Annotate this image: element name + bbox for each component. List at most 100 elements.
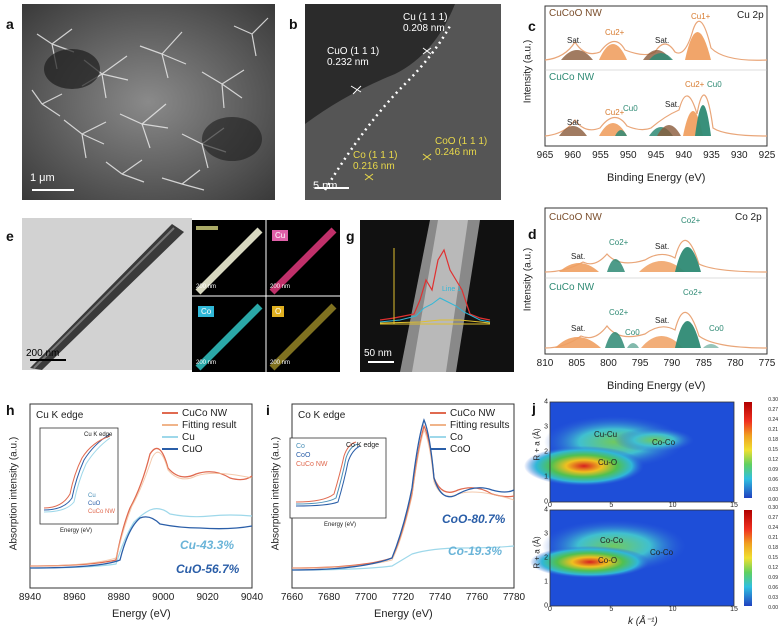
tick-label: 0.18 xyxy=(768,545,778,551)
x-axis-label: Energy (eV) xyxy=(112,608,171,620)
y-axis-label: Absorption intensity (a.u.) xyxy=(8,436,20,551)
tick-label: 5 xyxy=(609,606,614,613)
scale-bar-label: 1 μm xyxy=(30,172,55,184)
sem-image: 1 μm xyxy=(22,4,275,200)
tick-label: 0 xyxy=(548,502,552,509)
ann-cu-plane: Cu (1 1 1) xyxy=(403,12,448,23)
legend-item-cuo: CuO xyxy=(162,444,236,456)
peak-label: Sat. xyxy=(571,252,586,261)
tick-label: 0.24 xyxy=(768,417,778,423)
series-label-bottom: CuCo NW xyxy=(549,72,595,83)
peak-label: Co2+ xyxy=(681,216,701,225)
tick-label: 8940 xyxy=(18,592,42,603)
eds-tile-label: Cu xyxy=(272,230,289,241)
legend-item-cu: Cu xyxy=(162,432,236,444)
ann-coo-plane: CoO (1 1 1) xyxy=(435,136,488,147)
tick-label: 945 xyxy=(647,150,665,161)
y-axis-label: Intensity (a.u.) xyxy=(522,39,534,104)
colorbar-ticks-bottom: 0.30 0.27 0.24 0.21 0.18 0.15 0.12 0.09 0.06 0.03… xyxy=(754,505,778,611)
legend: CuCo NW Fitting result Cu CuO xyxy=(162,408,236,456)
tick-label: 7680 xyxy=(317,592,341,603)
tick-label: 930 xyxy=(730,150,748,161)
peak-label: Cu2+ xyxy=(685,80,705,89)
inset-title: Cu K edge xyxy=(84,432,113,438)
tick-label: 940 xyxy=(675,150,693,161)
scale-label: 200 nm xyxy=(270,360,291,366)
annotation-cu: Cu-43.3% xyxy=(180,538,235,552)
peak-label: Co2+ xyxy=(609,308,629,317)
annotation-cuo: CuO-56.7% xyxy=(176,562,240,576)
xps-cu2p-chart: Cu 2p CuCoO NW CuCo NW Intensity (a.u.) … xyxy=(515,0,777,195)
sem-texture xyxy=(22,4,275,200)
panel-label-a: a xyxy=(6,16,14,32)
tick-label: 0.00 xyxy=(768,605,778,611)
peak-label: Co0 xyxy=(625,328,640,337)
peak-label: Cu1+ xyxy=(691,12,711,21)
edge-label: Cu K edge xyxy=(36,410,84,421)
tick-label: 800 xyxy=(600,358,617,369)
eds-tile-label: O xyxy=(272,306,285,317)
x-axis-label: k (Å⁻¹) xyxy=(628,616,658,627)
tick-label: 8980 xyxy=(107,592,130,603)
xanes-cu-chart: Cu K edge CuCo NW Fitting result Cu CuO … xyxy=(0,398,264,627)
scale-bar-label: 200 nm xyxy=(26,348,60,359)
tick-label: 0.06 xyxy=(768,585,778,591)
ann-coo-d: 0.246 nm xyxy=(435,147,477,158)
hrtem-texture xyxy=(305,4,501,200)
ann-cuo-plane: CuO (1 1 1) xyxy=(327,46,380,57)
tick-label: 7760 xyxy=(465,592,489,603)
wt-label: Co-O xyxy=(598,556,618,565)
scale-label: 200 nm xyxy=(196,360,217,366)
x-ticks-bottom: 0 5 10 15 xyxy=(548,606,738,614)
colorbar-ticks-top: 0.30 0.27 0.24 0.21 0.18 0.15 0.12 0.09 0.06 0.03… xyxy=(754,397,778,503)
tick-label: 7660 xyxy=(280,592,304,603)
tick-label: 0.30 xyxy=(768,397,778,403)
tick-label: 15 xyxy=(730,606,738,613)
panel-label-d: d xyxy=(528,226,537,242)
series-label-top: CuCoO NW xyxy=(549,8,602,19)
tick-label: 7720 xyxy=(391,592,415,603)
tick-label: 795 xyxy=(631,358,649,369)
legend-item-cuco: CuCo NW xyxy=(430,408,509,420)
inset-title: Co K edge xyxy=(346,442,380,449)
inset-xlabel: Energy (eV) xyxy=(60,528,93,534)
peak-label: Sat. xyxy=(655,316,670,325)
peak-label: Sat. xyxy=(655,36,670,45)
tick-label: 4 xyxy=(544,506,548,514)
wt-label: Cu-Cu xyxy=(594,430,618,439)
tick-label: 0.15 xyxy=(768,555,778,561)
peak-label: Sat. xyxy=(567,36,582,45)
ann-cu-d: 0.208 nm xyxy=(403,23,445,34)
legend-item-fit: Fitting results xyxy=(430,420,509,432)
inset-legend: Co CoO CuCo NW xyxy=(296,443,328,468)
tick-label: 0.27 xyxy=(768,515,778,521)
peak-label: Cu0 xyxy=(623,104,638,113)
tick-label: 0.00 xyxy=(768,497,778,503)
tick-label: 15 xyxy=(730,502,738,509)
tick-label: 3 xyxy=(544,530,548,538)
scale-label: 200 nm xyxy=(270,284,291,290)
ann-cuo-d: 0.232 nm xyxy=(327,57,369,68)
tick-label: 0.06 xyxy=(768,477,778,483)
y-ticks-top: 4 3 2 1 0 xyxy=(536,399,548,506)
tick-label: 0.18 xyxy=(768,437,778,443)
tick-label: 10 xyxy=(668,606,677,613)
tick-label: 0.21 xyxy=(768,535,778,541)
legend: CuCo NW Fitting results Co CoO xyxy=(430,408,509,456)
tick-label: 9040 xyxy=(240,592,264,603)
tick-label: 7700 xyxy=(354,592,378,603)
legend-item-co: Co xyxy=(430,432,509,444)
tick-label: 9000 xyxy=(152,592,175,603)
annotation-co: Co-19.3% xyxy=(448,544,503,558)
chart-title: Co 2p xyxy=(735,212,762,223)
tick-label: 2 xyxy=(544,448,548,456)
tick-label: 965 xyxy=(536,150,554,161)
peak-label: Sat. xyxy=(655,242,670,251)
panel-label-g: g xyxy=(346,228,355,244)
tick-label: 810 xyxy=(536,358,554,369)
tick-label: 960 xyxy=(564,150,582,161)
peak-label: Co2+ xyxy=(609,238,629,247)
xanes-co-chart: Co K edge CuCo NW Fitting results Co CoO… xyxy=(262,398,525,627)
tick-label: 0.03 xyxy=(768,487,778,493)
scale-label: 200 nm xyxy=(196,284,217,290)
